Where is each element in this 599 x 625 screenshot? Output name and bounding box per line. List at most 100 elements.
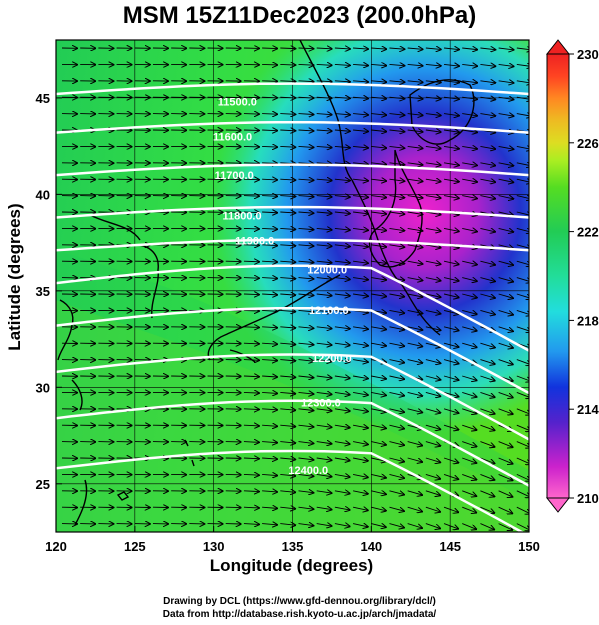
wind-arrow	[243, 278, 259, 279]
wind-arrow	[371, 64, 386, 65]
wind-arrow	[371, 294, 386, 296]
wind-arrow	[389, 64, 404, 65]
wind-arrow	[389, 212, 404, 214]
y-tick-label: 45	[36, 91, 50, 106]
wind-arrow	[334, 392, 350, 394]
wind-arrow	[316, 196, 332, 197]
wind-arrow	[462, 228, 477, 231]
wind-arrow	[243, 212, 259, 213]
wind-arrow	[316, 327, 332, 329]
wind-arrow	[334, 474, 350, 477]
wind-arrow	[443, 473, 458, 479]
wind-arrow	[352, 507, 368, 510]
wind-arrow	[298, 48, 314, 49]
wind-arrow	[371, 212, 386, 214]
wind-arrow	[334, 261, 350, 263]
wind-arrow	[243, 392, 259, 393]
wind-arrow	[353, 376, 368, 379]
wind-arrow	[353, 212, 368, 214]
wind-arrow	[298, 360, 314, 362]
wind-arrow	[462, 114, 477, 116]
wind-arrow	[480, 359, 494, 365]
wind-arrow	[498, 228, 514, 232]
wind-arrow	[262, 228, 277, 229]
colorbar-tick-label: 222	[577, 225, 599, 240]
x-tick-label: 135	[282, 539, 304, 554]
wind-arrow	[480, 64, 495, 66]
wind-arrow	[462, 506, 476, 512]
wind-arrow	[480, 473, 494, 480]
wind-arrow	[443, 278, 459, 281]
wind-arrow	[480, 97, 495, 99]
wind-arrow	[425, 408, 440, 413]
wind-arrow	[480, 457, 494, 463]
wind-arrow	[389, 425, 404, 428]
wind-arrow	[516, 523, 529, 531]
wind-arrow	[425, 473, 440, 478]
wind-arrow	[262, 196, 277, 197]
wind-arrow	[462, 48, 477, 50]
wind-arrow	[262, 474, 277, 475]
wind-arrow	[407, 490, 422, 495]
wind-arrow	[498, 506, 513, 513]
figure-title: MSM 15Z11Dec2023 (200.0hPa)	[122, 2, 477, 29]
y-tick-label: 40	[36, 187, 50, 202]
wind-arrow	[316, 278, 332, 280]
wind-arrow	[425, 391, 440, 396]
wind-arrow	[353, 343, 368, 345]
height-contour-line	[56, 163, 529, 177]
wind-arrow	[353, 114, 368, 115]
wind-arrow	[262, 146, 277, 147]
wind-arrow	[262, 392, 277, 393]
wind-arrow	[352, 425, 368, 428]
wind-arrow	[516, 64, 529, 66]
wind-arrow	[498, 359, 513, 365]
wind-arrow	[316, 245, 332, 246]
wind-arrow	[334, 228, 350, 230]
wind-arrow	[462, 523, 476, 530]
wind-arrow	[480, 309, 494, 314]
colorbar-tick-label: 210	[577, 491, 599, 506]
wind-arrow	[407, 212, 423, 214]
wind-arrow	[498, 309, 513, 314]
y-axis-label: Latitude (degrees)	[5, 203, 24, 351]
wind-arrow	[371, 196, 386, 198]
wind-arrow	[516, 457, 529, 464]
wind-arrow	[243, 491, 259, 492]
wind-arrow	[298, 507, 314, 509]
wind-arrow	[243, 507, 259, 508]
wind-arrow	[371, 130, 386, 132]
wind-arrow	[425, 146, 441, 148]
wind-arrow	[480, 179, 495, 182]
wind-arrow	[298, 310, 314, 311]
wind-arrow	[243, 409, 259, 410]
wind-arrow	[371, 163, 386, 165]
wind-arrow	[334, 114, 350, 115]
wind-arrow	[462, 130, 477, 132]
wind-arrow	[353, 64, 368, 65]
wind-arrow	[353, 228, 368, 230]
x-tick-label: 150	[518, 539, 540, 554]
wind-arrow	[262, 524, 277, 525]
wind-arrow	[498, 326, 513, 331]
wind-arrow	[516, 473, 529, 480]
wind-arrow	[443, 375, 458, 380]
wind-arrow	[498, 293, 513, 298]
wind-arrow	[316, 360, 332, 362]
height-contour-line	[56, 205, 529, 219]
wind-arrow	[389, 245, 404, 247]
wind-arrow	[516, 490, 529, 497]
wind-arrow	[262, 261, 277, 262]
wind-arrow	[389, 196, 404, 198]
wind-arrow	[425, 310, 441, 313]
wind-arrow	[371, 146, 386, 148]
wind-arrow	[480, 342, 494, 347]
wind-arrow	[443, 146, 459, 148]
wind-arrow	[243, 261, 259, 262]
wind-arrow	[371, 278, 386, 280]
wind-arrow	[334, 196, 350, 198]
y-tick-label: 35	[36, 284, 50, 299]
contour-label: 11900.0	[235, 236, 274, 248]
wind-arrow	[498, 391, 513, 397]
wind-arrow	[371, 179, 386, 181]
